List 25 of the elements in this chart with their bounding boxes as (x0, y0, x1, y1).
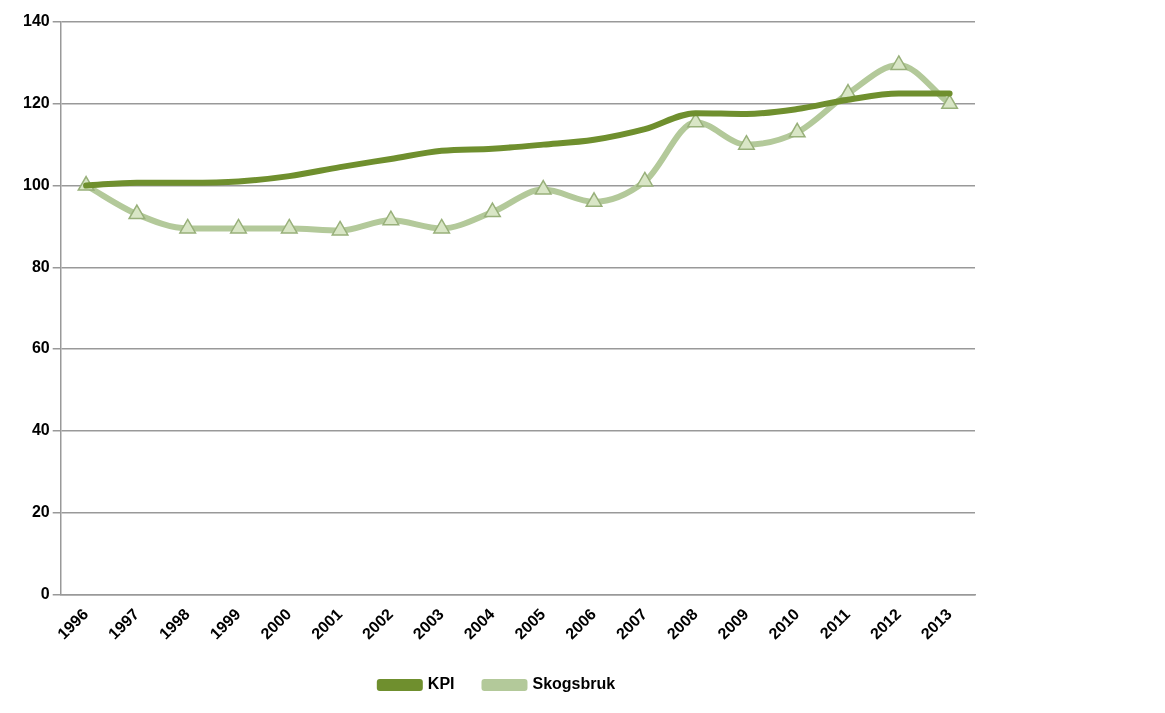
point (433, 218, 451, 234)
y-tick-label: 80 (31, 257, 50, 275)
point (128, 204, 146, 220)
point (179, 218, 197, 234)
point (737, 134, 755, 150)
point (229, 218, 248, 234)
point (585, 192, 603, 208)
y-tick-label: 60 (31, 339, 50, 357)
point (890, 55, 908, 71)
point (534, 179, 552, 195)
y-tick-label: 140 (22, 12, 50, 30)
legend-label: Skogsbruk (532, 675, 616, 693)
point (941, 94, 959, 109)
point (280, 218, 298, 234)
point (483, 202, 501, 218)
point (331, 220, 349, 236)
point (636, 171, 654, 187)
legend-label: KPI (427, 675, 455, 693)
y-tick-label: 100 (22, 175, 50, 193)
y-tick-label: 120 (22, 94, 50, 112)
y-tick-label: 40 (31, 421, 50, 439)
y-tick-label: 20 (31, 502, 50, 520)
point (788, 122, 806, 138)
point (382, 210, 400, 226)
y-tick-label: 0 (40, 584, 50, 602)
